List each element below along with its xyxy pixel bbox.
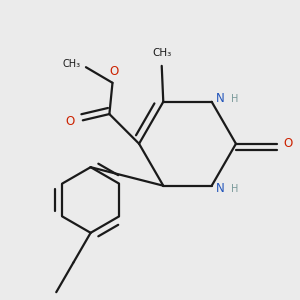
Text: O: O [110, 65, 119, 78]
Text: CH₃: CH₃ [152, 48, 171, 59]
Text: O: O [66, 116, 75, 128]
Text: H: H [232, 184, 239, 194]
Text: O: O [284, 137, 293, 150]
Text: CH₃: CH₃ [63, 59, 81, 69]
Text: N: N [216, 92, 225, 105]
Text: H: H [232, 94, 239, 104]
Text: N: N [216, 182, 225, 195]
